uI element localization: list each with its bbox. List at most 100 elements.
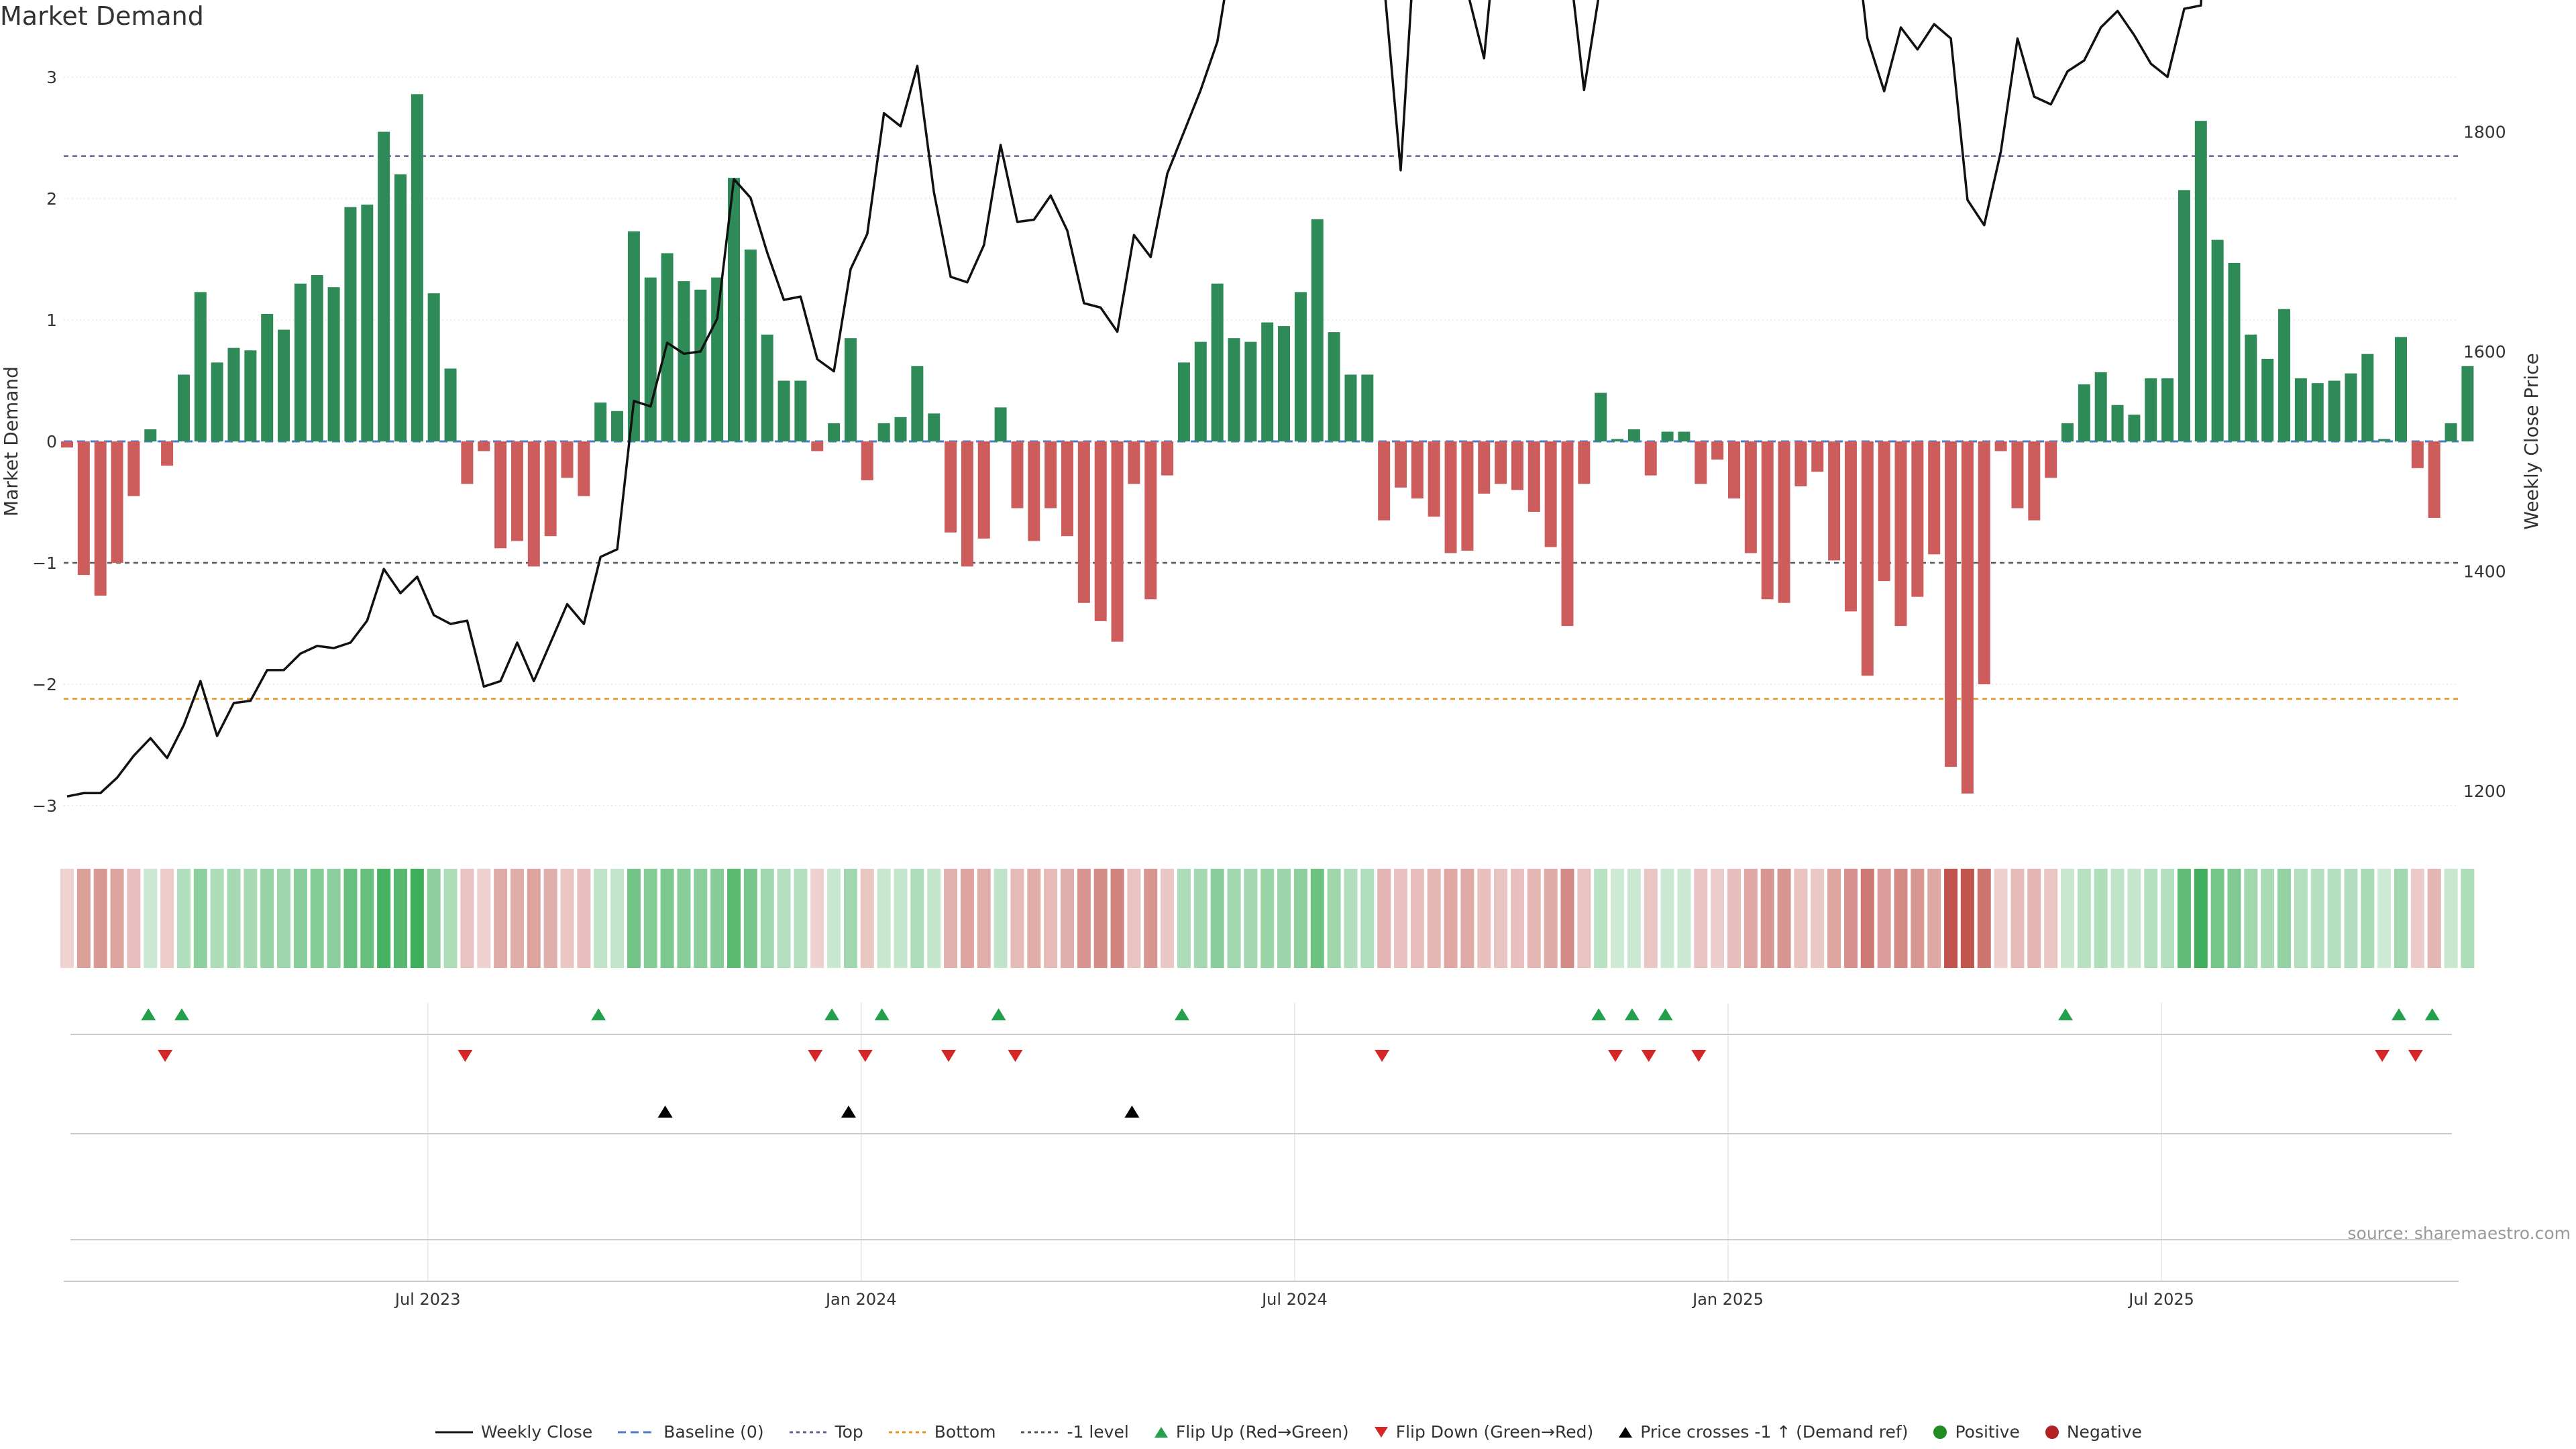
legend-item-weekly-close: Weekly Close <box>434 1422 592 1442</box>
flip-up-marker <box>2058 1008 2073 1020</box>
heat-cell <box>176 869 191 968</box>
heat-cell <box>1877 869 1891 968</box>
heat-cell <box>2277 869 2292 968</box>
heat-cell <box>1144 869 1158 968</box>
legend-swatch-baseline <box>618 1431 656 1433</box>
demand-bar <box>627 231 640 441</box>
demand-bar <box>1778 441 1790 603</box>
demand-bar <box>1911 441 1924 597</box>
heat-cell <box>2227 869 2241 968</box>
demand-bar <box>2245 334 2257 441</box>
demand-bar <box>411 94 423 442</box>
legend-label: Flip Up (Red→Green) <box>1175 1422 1349 1442</box>
heat-cell <box>2061 869 2074 968</box>
heat-cell <box>1127 869 1141 968</box>
heat-cell <box>327 869 341 968</box>
price-cross-marker <box>841 1106 856 1118</box>
heat-cell <box>710 869 724 968</box>
demand-bar <box>611 411 624 441</box>
demand-bar <box>2361 354 2374 441</box>
y2-tick-label: 1200 <box>2463 782 2506 801</box>
heat-cell <box>1760 869 1774 968</box>
heat-cell <box>510 869 524 968</box>
demand-bar <box>911 366 924 441</box>
heat-cell <box>1044 869 1058 968</box>
y-tick-label: −3 <box>32 796 57 816</box>
heat-cell <box>1460 869 1474 968</box>
heat-cell <box>960 869 974 968</box>
heat-cell <box>144 869 158 968</box>
flip-up-marker <box>1658 1008 1673 1020</box>
flip-up-marker <box>591 1008 606 1020</box>
y-axis-label: Market Demand <box>0 366 22 517</box>
demand-bar <box>1511 441 1523 490</box>
heat-cell <box>2327 869 2341 968</box>
demand-bar <box>994 407 1007 441</box>
heat-cell <box>1010 869 1024 968</box>
demand-bar <box>2028 441 2041 521</box>
heat-cell <box>560 869 574 968</box>
source-note: source: sharemaestro.com <box>2347 1224 2571 1243</box>
heat-cell <box>927 869 941 968</box>
axes: 3210−1−2−32400220020001800160014001200Ju… <box>0 68 2542 1309</box>
demand-bar <box>144 429 157 441</box>
price-line-group <box>66 0 2202 798</box>
flip-down-marker <box>2375 1050 2390 1062</box>
heat-cell <box>1344 869 1358 968</box>
heat-cell <box>1494 869 1508 968</box>
demand-bar <box>594 402 607 441</box>
demand-bar <box>1261 322 1274 441</box>
demand-bar <box>1878 441 1890 582</box>
demand-bar <box>244 350 257 441</box>
demand-bar <box>2428 441 2440 519</box>
heat-cell <box>2010 869 2025 968</box>
heat-cell <box>2177 869 2191 968</box>
demand-bar <box>1361 374 1374 441</box>
legend-swatch-bottom <box>888 1431 926 1433</box>
heat-cell <box>1444 869 1458 968</box>
heat-cell <box>193 869 207 968</box>
price-cross-marker <box>657 1106 673 1118</box>
demand-bar <box>1044 441 1057 508</box>
flip-up-marker <box>1174 1008 1189 1020</box>
heat-cell <box>1310 869 1324 968</box>
legend-item-negative: Negative <box>2044 1422 2142 1442</box>
heat-cell <box>2244 869 2258 968</box>
demand-bar <box>494 441 507 549</box>
demand-bar <box>2128 415 2141 441</box>
heat-cell <box>1894 869 1908 968</box>
heat-cell <box>2194 869 2208 968</box>
heat-cell <box>1594 869 1608 968</box>
demand-bar <box>1094 441 1107 621</box>
heat-cell <box>543 869 557 968</box>
demand-bar <box>811 441 824 451</box>
demand-bar <box>461 441 474 484</box>
demand-bar <box>278 329 290 441</box>
demand-bar <box>2328 380 2341 441</box>
flip-up-marker <box>141 1008 156 1020</box>
heat-cell <box>2394 869 2408 968</box>
chart-title: Market Demand <box>0 1 204 31</box>
heat-cell <box>1110 869 1124 968</box>
demand-bar <box>2094 372 2107 441</box>
demand-bar <box>94 441 107 596</box>
demand-bar <box>2061 423 2074 441</box>
heat-cell <box>2110 869 2125 968</box>
demand-bar <box>578 441 590 496</box>
heat-cell <box>994 869 1008 968</box>
demand-bar <box>194 292 207 441</box>
demand-bar <box>211 362 223 441</box>
demand-bar <box>1711 441 1724 460</box>
heat-cell <box>1843 869 1858 968</box>
demand-bar <box>1128 441 1140 484</box>
heat-cell <box>76 869 91 968</box>
demand-bar <box>61 441 73 448</box>
heat-cell <box>2261 869 2275 968</box>
demand-bar <box>744 250 757 441</box>
demand-bar <box>261 313 274 441</box>
demand-bar <box>1894 441 1907 627</box>
heat-cell <box>1093 869 1108 968</box>
demand-bar <box>1978 441 1990 684</box>
demand-bar <box>828 423 841 441</box>
heat-cell <box>2077 869 2091 968</box>
